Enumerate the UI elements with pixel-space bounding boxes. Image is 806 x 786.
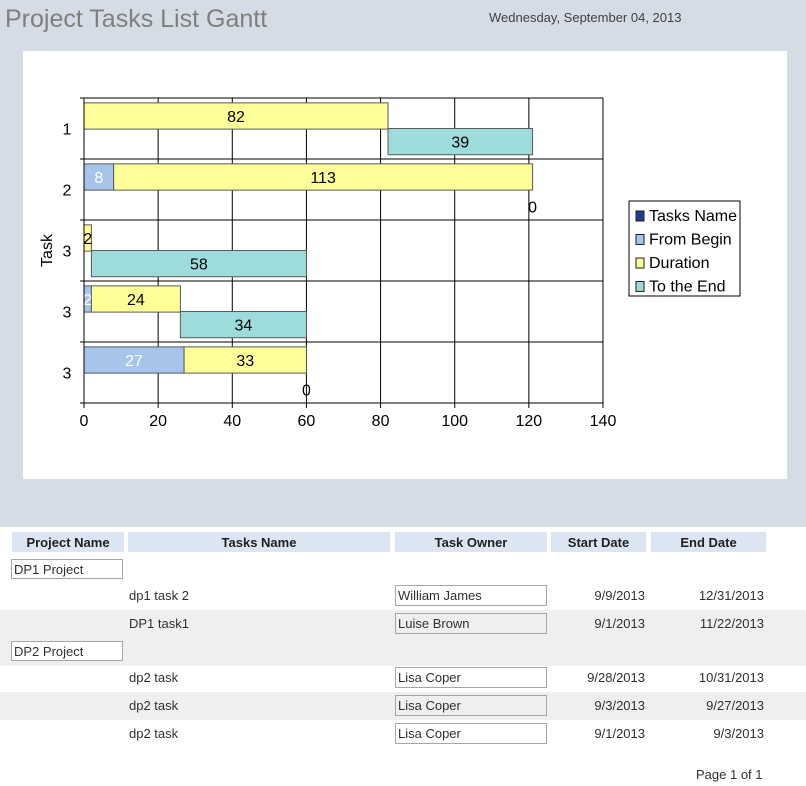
legend-swatch — [635, 281, 645, 292]
legend-label: Duration — [649, 255, 709, 272]
data-label: 39 — [451, 135, 469, 152]
bar-to-the-end — [90, 250, 307, 278]
end-date-cell: 11/22/2013 — [699, 616, 764, 631]
data-label: 58 — [190, 257, 208, 274]
bar-from-begin — [83, 163, 115, 191]
y-axis-label: Task — [39, 233, 56, 267]
bar-to-the-end — [387, 128, 534, 156]
end-date-cell: 9/27/2013 — [706, 698, 764, 713]
group-header-row: DP1 Project — [0, 556, 806, 584]
data-label: 8 — [94, 170, 103, 187]
project-name-field[interactable]: DP2 Project — [11, 641, 123, 661]
start-date-cell: 9/28/2013 — [587, 670, 645, 685]
table-row: dp2 task Lisa Coper 9/1/2013 9/3/2013 — [0, 720, 806, 748]
col-header-project-name: Project Name — [12, 532, 124, 552]
col-header-task-owner: Task Owner — [395, 532, 547, 552]
col-header-end-date: End Date — [651, 532, 766, 552]
table-row: dp2 task Lisa Coper 9/3/2013 9/27/2013 — [0, 692, 806, 720]
data-label: 24 — [127, 292, 145, 309]
table-row: DP1 task1 Luise Brown 9/1/2013 11/22/201… — [0, 610, 806, 638]
x-tick-label: 60 — [298, 413, 316, 430]
task-name-cell: dp2 task — [129, 726, 179, 741]
page-number: Page 1 of 1 — [696, 767, 763, 782]
data-label: 2 — [83, 292, 92, 309]
x-tick-label: 100 — [441, 413, 468, 430]
y-tick-label: 1 — [63, 122, 72, 139]
task-name-cell: dp1 task 2 — [129, 588, 189, 603]
legend-label: To the End — [649, 279, 726, 296]
data-label: 113 — [310, 170, 336, 187]
project-name-field[interactable]: DP1 Project — [11, 559, 123, 579]
col-header-start-date: Start Date — [551, 532, 646, 552]
start-date-cell: 9/1/2013 — [594, 616, 645, 631]
task-owner-field[interactable]: Luise Brown — [395, 613, 547, 634]
start-date-cell: 9/1/2013 — [594, 726, 645, 741]
chart-legend — [628, 200, 741, 297]
y-tick-label: 3 — [63, 305, 72, 322]
data-label: 82 — [227, 109, 245, 126]
data-label: 0 — [528, 200, 537, 217]
report-title: Project Tasks List Gantt — [5, 5, 268, 33]
table-row: dp1 task 2 William James 9/9/2013 12/31/… — [0, 582, 806, 610]
end-date-cell: 9/3/2013 — [713, 726, 764, 741]
table-row: dp2 task Lisa Coper 9/28/2013 10/31/2013 — [0, 664, 806, 692]
group-header-row: DP2 Project — [0, 638, 806, 666]
x-tick-label: 140 — [590, 413, 617, 430]
legend-swatch — [635, 234, 645, 245]
x-tick-label: 80 — [372, 413, 390, 430]
legend-swatch — [635, 210, 645, 222]
col-header-tasks-name: Tasks Name — [128, 532, 390, 552]
data-label: 34 — [235, 318, 253, 335]
bar-from-begin — [83, 346, 185, 374]
bar-duration — [183, 346, 307, 374]
legend-swatch — [635, 257, 645, 269]
gantt-chart: 0 20 40 60 80 100 120 140 Task 1 82 39 2 8 113 0 3 2 58 3 2 2… — [23, 51, 787, 479]
data-label: 0 — [302, 383, 311, 400]
data-label: 27 — [125, 353, 143, 370]
end-date-cell: 10/31/2013 — [698, 670, 764, 685]
bar-duration — [83, 102, 389, 130]
bar-to-the-end — [179, 311, 307, 339]
task-owner-field[interactable]: Lisa Coper — [395, 695, 547, 716]
data-label: 2 — [83, 231, 92, 248]
task-owner-field[interactable]: Lisa Coper — [395, 723, 547, 744]
x-tick-label: 120 — [516, 413, 543, 430]
end-date-cell: 12/31/2013 — [698, 588, 764, 603]
y-tick-label: 2 — [63, 183, 72, 200]
y-tick-label: 3 — [63, 244, 72, 261]
report-header: Project Tasks List Gantt Wednesday, Sept… — [0, 0, 806, 527]
x-tick-label: 20 — [149, 413, 167, 430]
task-name-cell: dp2 task — [129, 698, 179, 713]
bar-duration — [90, 285, 181, 313]
legend-label: From Begin — [649, 232, 732, 249]
x-tick-label: 0 — [80, 413, 89, 430]
report-date: Wednesday, September 04, 2013 — [489, 10, 682, 25]
start-date-cell: 9/3/2013 — [594, 698, 645, 713]
task-name-cell: dp2 task — [129, 670, 179, 685]
task-owner-field[interactable]: William James — [395, 585, 547, 606]
task-name-cell: DP1 task1 — [129, 616, 189, 631]
y-tick-label: 3 — [63, 366, 72, 383]
task-owner-field[interactable]: Lisa Coper — [395, 667, 547, 688]
start-date-cell: 9/9/2013 — [594, 588, 645, 603]
data-label: 33 — [236, 353, 254, 370]
bar-duration — [113, 163, 534, 191]
x-tick-label: 40 — [223, 413, 241, 430]
legend-label: Tasks Name — [649, 208, 737, 225]
